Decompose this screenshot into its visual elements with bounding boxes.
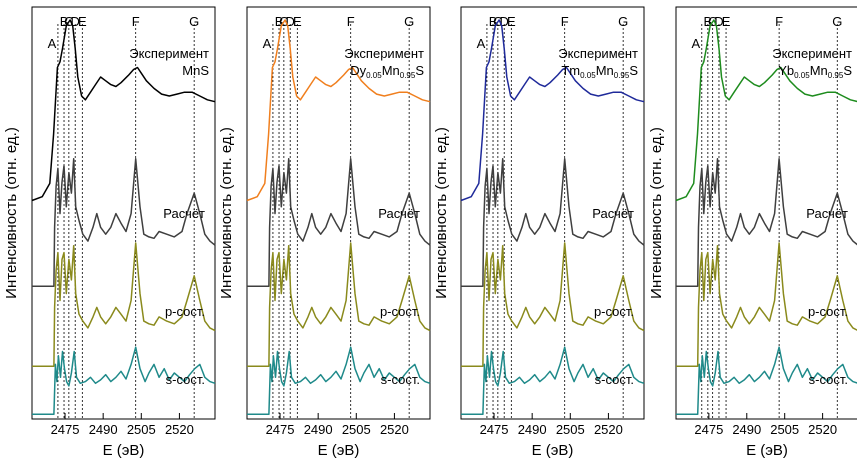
x-tick-label: 2475	[266, 422, 295, 437]
series-label-p: p-сост.	[594, 304, 634, 319]
marker-label-F: F	[775, 14, 783, 29]
series-line-2	[676, 158, 857, 288]
series-label-s: s-сост.	[381, 372, 420, 387]
series-label-experiment: Эксперимент	[558, 46, 638, 61]
plot-frame	[31, 6, 216, 420]
x-axis-label: E (эВ)	[103, 442, 145, 459]
marker-label-G: G	[832, 14, 842, 29]
series-label-experiment: Эксперимент	[344, 46, 424, 61]
marker-label-E: E	[507, 14, 516, 29]
marker-label-E: E	[293, 14, 302, 29]
x-tick-label: 2490	[518, 422, 547, 437]
series-label-sample: Yb0.05Mn0.95S	[778, 63, 852, 80]
panel-2: 2475 2490 2505 2520 E (эВ) Интенсивность (отн…	[218, 6, 431, 459]
series-line-4	[676, 346, 857, 416]
series-line-3	[676, 242, 857, 368]
series-label-sample: Dy0.05Mn0.95S	[350, 63, 424, 80]
x-tick-label: 2520	[808, 422, 837, 437]
marker-label-A: A	[48, 36, 57, 51]
series-label-experiment: Эксперимент	[772, 46, 852, 61]
series-label-experiment: Эксперимент	[129, 46, 209, 61]
marker-label-D: D	[500, 14, 509, 29]
series-line-3	[247, 242, 431, 368]
y-axis-label: Интенсивность (отн. ед.)	[218, 127, 235, 299]
marker-label-A: A	[477, 36, 486, 51]
series-line-2	[461, 158, 645, 288]
x-tick-label: 2475	[480, 422, 509, 437]
series-line-3	[461, 242, 645, 368]
marker-label-F: F	[347, 14, 355, 29]
y-axis-label: Интенсивность (отн. ед.)	[3, 127, 20, 299]
series-line-2	[32, 158, 216, 288]
series-line-1	[31, 19, 216, 202]
marker-label-G: G	[618, 14, 628, 29]
series-line-1	[246, 19, 431, 202]
x-tick-label: 2505	[556, 422, 585, 437]
marker-label-G: G	[404, 14, 414, 29]
x-tick-label: 2505	[127, 422, 156, 437]
panel-4: 2475 2490 2505 2520 E (эВ) Интенсивность (отн…	[648, 6, 857, 459]
y-axis-label: Интенсивность (отн. ед.)	[433, 127, 450, 299]
marker-label-B: B	[60, 14, 69, 29]
series-label-calc: Расчёт	[378, 206, 420, 221]
x-axis-label: E (эВ)	[532, 442, 574, 459]
series-label-calc: Расчёт	[592, 206, 634, 221]
series-line-4	[32, 346, 216, 416]
x-axis-label: E (эВ)	[746, 442, 788, 459]
marker-label-A: A	[691, 36, 700, 51]
marker-label-B: B	[275, 14, 284, 29]
marker-label-E: E	[78, 14, 87, 29]
x-tick-label: 2520	[165, 422, 194, 437]
marker-label-A: A	[263, 36, 272, 51]
marker-label-E: E	[722, 14, 731, 29]
series-label-sample: MnS	[182, 63, 209, 78]
marker-label-D: D	[71, 14, 80, 29]
x-tick-label: 2475	[694, 422, 723, 437]
series-label-sample: Tm0.05Mn0.95S	[561, 63, 638, 80]
series-line-3	[32, 242, 216, 368]
marker-label-B: B	[489, 14, 498, 29]
plot-frame	[246, 6, 431, 420]
x-tick-label: 2490	[732, 422, 761, 437]
series-label-p: p-сост.	[165, 304, 205, 319]
series-label-p: p-сост.	[380, 304, 420, 319]
plot-frame	[675, 6, 857, 420]
marker-label-B: B	[704, 14, 713, 29]
series-label-s: s-сост.	[166, 372, 205, 387]
series-label-s: s-сост.	[595, 372, 634, 387]
x-tick-label: 2505	[342, 422, 371, 437]
x-tick-label: 2505	[770, 422, 799, 437]
series-label-calc: Расчёт	[163, 206, 205, 221]
x-tick-label: 2490	[304, 422, 333, 437]
series-label-calc: Расчёт	[806, 206, 848, 221]
series-line-2	[247, 158, 431, 288]
marker-label-G: G	[189, 14, 199, 29]
marker-label-D: D	[286, 14, 295, 29]
x-axis-label: E (эВ)	[318, 442, 360, 459]
panel-3: 2475 2490 2505 2520 E (эВ) Интенсивность (отн…	[433, 6, 645, 459]
marker-label-F: F	[132, 14, 140, 29]
plot-frame	[460, 6, 645, 420]
series-line-4	[461, 346, 645, 416]
series-line-1	[460, 19, 645, 202]
series-line-4	[247, 346, 431, 416]
y-axis-label: Интенсивность (отн. ед.)	[648, 127, 665, 299]
x-tick-label: 2490	[89, 422, 118, 437]
marker-label-D: D	[714, 14, 723, 29]
marker-label-F: F	[561, 14, 569, 29]
x-tick-label: 2520	[380, 422, 409, 437]
x-tick-label: 2520	[594, 422, 623, 437]
panel-1: 2475 2490 2505 2520 E (эВ) Интенсивность (отн…	[3, 6, 216, 459]
x-tick-label: 2475	[51, 422, 80, 437]
series-label-s: s-сост.	[809, 372, 848, 387]
series-line-1	[675, 19, 857, 202]
series-label-p: p-сост.	[808, 304, 848, 319]
